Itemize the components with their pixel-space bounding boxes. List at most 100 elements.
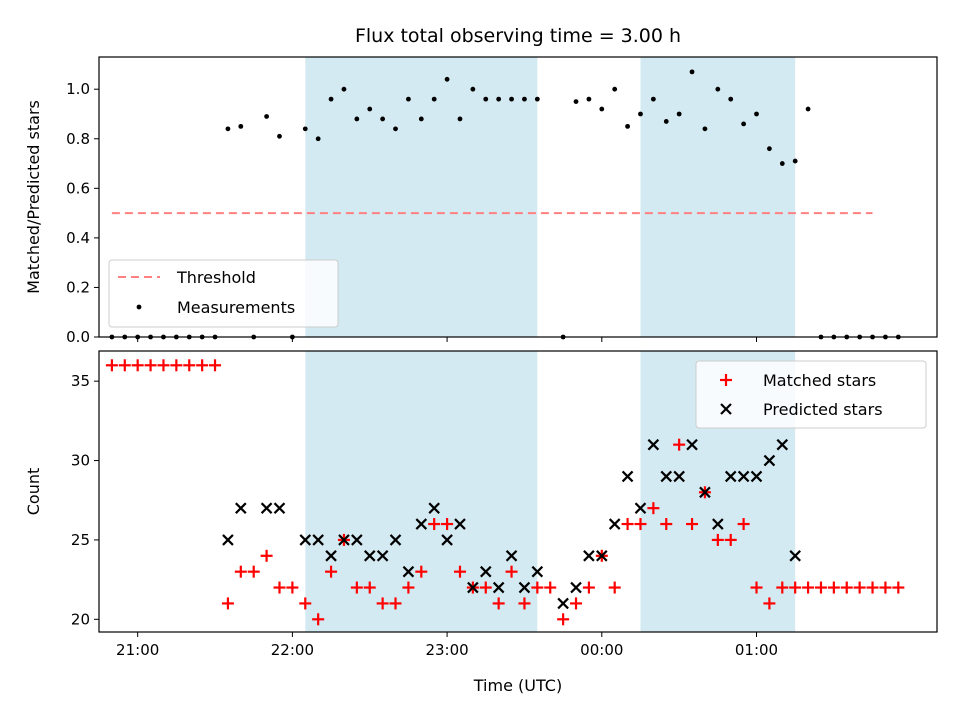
measurements-point-38 bbox=[612, 86, 618, 92]
matched-stars-point-58 bbox=[853, 581, 866, 594]
measurements-point-48 bbox=[741, 121, 747, 127]
matched-stars-point-0 bbox=[105, 359, 118, 372]
y-tick-label-3: 0.6 bbox=[66, 179, 90, 197]
matched-stars-point-17 bbox=[325, 565, 338, 578]
predicted-stars-point-13-b bbox=[415, 518, 428, 530]
predicted-stars-point-21-b bbox=[518, 581, 531, 594]
legend-x-marker bbox=[720, 403, 732, 415]
predicted-stars-point-20-b bbox=[505, 550, 518, 562]
matched-stars-point-27 bbox=[453, 565, 466, 578]
predicted-stars-point-4-b bbox=[299, 534, 312, 546]
legend-predicted-label: Predicted stars bbox=[763, 400, 883, 419]
measurements-point-30 bbox=[496, 96, 502, 102]
matched-stars-point-60 bbox=[879, 581, 892, 594]
matched-stars-point-52 bbox=[776, 581, 789, 594]
matched-stars-point-36 bbox=[570, 597, 583, 610]
legend-measurements-swatch bbox=[136, 304, 142, 310]
predicted-stars-point-9-b bbox=[363, 550, 376, 562]
predicted-stars-point-16-b bbox=[454, 518, 466, 530]
y-tick-label-1: 0.2 bbox=[66, 278, 90, 296]
legend-box bbox=[695, 360, 927, 429]
measurements-point-23 bbox=[406, 96, 411, 102]
ratio-panel: 0.0 0.2 0.4 0.6 0.8 1.0 Flux total observing … bbox=[24, 25, 938, 346]
predicted-stars-point-0-b bbox=[222, 534, 234, 546]
matched-stars-point-14 bbox=[286, 581, 299, 594]
matched-stars-point-25 bbox=[428, 518, 441, 531]
predicted-stars-point-19 bbox=[492, 581, 505, 594]
matched-stars-point-53 bbox=[789, 581, 802, 594]
axes-frame bbox=[98, 56, 938, 338]
measurements-point-41 bbox=[650, 96, 656, 102]
legend-plus-marker bbox=[720, 374, 732, 386]
legend-threshold-label: Threshold bbox=[176, 268, 256, 287]
x-tick-label-3: 00:00 bbox=[580, 641, 623, 659]
predicted-stars-point-9 bbox=[363, 550, 376, 562]
predicted-stars-point-29 bbox=[634, 502, 647, 514]
measurements-point-13 bbox=[277, 133, 282, 139]
predicted-stars-point-38 bbox=[750, 470, 763, 483]
measurements-point-19 bbox=[354, 116, 360, 122]
y-tick-label-4: 0.8 bbox=[66, 130, 90, 148]
measurements-point-20 bbox=[367, 106, 373, 112]
predicted-stars-point-26 bbox=[596, 550, 608, 562]
legend-x-marker-b bbox=[720, 403, 732, 415]
matched-stars-point-6 bbox=[183, 359, 196, 372]
predicted-stars-point-10 bbox=[376, 550, 389, 562]
predicted-stars-point-18 bbox=[479, 565, 492, 578]
matched-stars-point-2 bbox=[131, 359, 144, 372]
matched-stars-point-8 bbox=[209, 359, 222, 372]
predicted-stars-point-36 bbox=[724, 470, 737, 483]
predicted-stars-point-14 bbox=[428, 502, 440, 514]
predicted-stars-point-22 bbox=[531, 565, 544, 578]
measurements-point-47 bbox=[728, 96, 734, 102]
measurements-point-24 bbox=[418, 116, 424, 122]
matched-stars-point-40 bbox=[621, 518, 634, 531]
matched-stars-point-15 bbox=[299, 597, 312, 610]
predicted-stars-point-2-b bbox=[260, 502, 273, 514]
legend-matched-swatch bbox=[720, 374, 732, 386]
predicted-stars-point-8-b bbox=[351, 534, 363, 546]
measurements-point-15 bbox=[302, 126, 308, 132]
measurements-point-21 bbox=[380, 116, 386, 122]
observing-window-1 bbox=[640, 57, 796, 337]
measurements-point-22 bbox=[393, 126, 398, 132]
predicted-stars-point-34-b bbox=[699, 486, 711, 499]
predicted-stars-point-11 bbox=[389, 534, 402, 546]
matched-stars-point-37 bbox=[582, 581, 595, 594]
matched-stars-point-3 bbox=[144, 359, 157, 372]
x-tick-label-0: 21:00 bbox=[116, 641, 159, 659]
matched-stars-point-16 bbox=[312, 613, 325, 626]
matched-stars-point-33 bbox=[531, 581, 544, 594]
predicted-stars-point-38-b bbox=[750, 470, 763, 483]
predicted-stars-point-6-b bbox=[325, 550, 337, 562]
matched-stars-point-9 bbox=[221, 597, 234, 610]
measurements-point-50 bbox=[767, 146, 772, 152]
measurements-point-18 bbox=[341, 86, 347, 92]
matched-stars-point-29 bbox=[479, 581, 492, 594]
matched-stars-point-24 bbox=[415, 565, 428, 578]
predicted-stars-point-11-b bbox=[389, 534, 402, 546]
measurements-point-53 bbox=[805, 106, 811, 112]
matched-stars-point-50 bbox=[750, 581, 763, 594]
predicted-stars-point-33 bbox=[686, 438, 698, 451]
predicted-stars-point-34 bbox=[699, 486, 711, 499]
predicted-stars-point-4 bbox=[299, 534, 312, 546]
predicted-stars-point-23-b bbox=[557, 597, 569, 610]
axes-frame bbox=[98, 350, 938, 633]
y-tick-label-3: 35 bbox=[71, 372, 90, 390]
matched-stars-point-49 bbox=[737, 518, 750, 531]
predicted-stars-point-39 bbox=[763, 454, 776, 467]
y-axis-label: Matched/Predicted stars bbox=[24, 100, 43, 294]
predicted-stars-point-26-b bbox=[596, 550, 608, 562]
measurements-point-33 bbox=[534, 96, 540, 102]
predicted-stars-point-35 bbox=[712, 518, 724, 530]
predicted-stars-point-8 bbox=[351, 534, 363, 546]
measurements-point-12 bbox=[264, 114, 269, 119]
count-panel: 21:00 22:00 23:00 00:00 01:00 20 25 30 35 Time … bbox=[24, 350, 938, 695]
matched-stars-point-42 bbox=[647, 502, 660, 515]
predicted-stars-point-25-b bbox=[583, 550, 595, 562]
matched-stars-point-54 bbox=[802, 581, 815, 594]
legend: Threshold Measurements bbox=[108, 259, 339, 328]
matched-stars-point-21 bbox=[376, 597, 389, 610]
